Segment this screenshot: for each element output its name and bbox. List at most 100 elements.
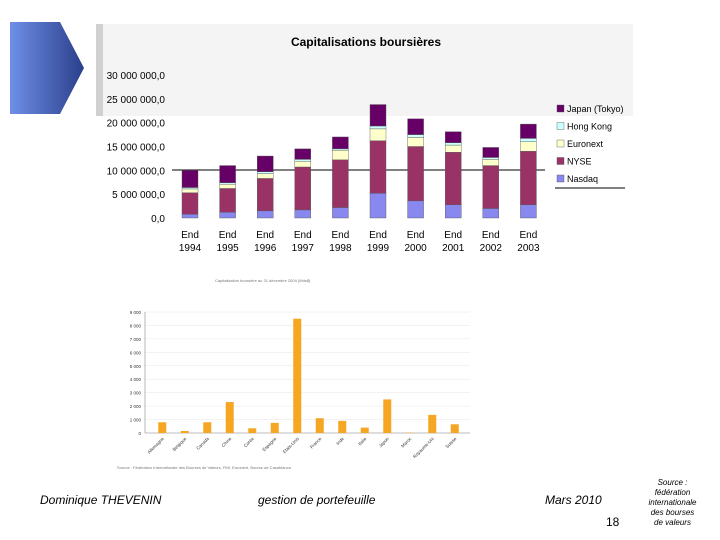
x-tick-label: Suisse [444,436,457,449]
x-tick-label: Inde [335,436,345,446]
source-note-line: des bourses [650,508,695,517]
x-tick-label: 2003 [517,243,540,254]
legend-swatch [556,139,565,148]
x-tick-label: 1998 [329,243,352,254]
bar-segment [181,192,199,215]
bar-segment [219,183,236,189]
bar-segment [332,148,349,151]
x-tick-label: Canada [195,436,210,451]
bar-segment [482,159,499,166]
y-tick-label: 5 000 [130,364,142,369]
legend-label: Hong Kong [567,122,612,132]
bar-segment [369,193,387,219]
bar-segment [181,170,199,188]
y-tick-label: 25 000 000,0 [107,95,166,106]
bar-segment [445,204,462,219]
bar [180,430,189,433]
bar-segment [482,157,499,160]
bar-segment [219,182,236,185]
source-note-line: fédération [654,488,691,497]
x-tick-label: End [294,230,312,241]
page-number: 18 [606,515,620,529]
bar-segment [482,165,499,209]
bar-segment [332,150,349,161]
x-tick-label: 2002 [480,243,503,254]
legend-swatch [556,104,565,113]
bar [158,422,167,433]
bar-segment [369,104,387,127]
bar-segment [369,125,387,130]
y-tick-label: 7 000 [130,337,142,342]
bar-segment [407,200,424,219]
x-tick-label: Japon [378,436,391,449]
y-tick-label: 30 000 000,0 [107,71,166,82]
x-tick-label: Royaume-Uni [412,436,435,459]
bar-segment [181,187,199,190]
x-tick-label: Espagne [261,436,277,452]
x-tick-label: 1995 [216,243,239,254]
bar [293,318,302,433]
chart2-source: Source : Fédération Internationale des B… [117,465,291,470]
footer-author: Dominique THEVENIN [40,493,162,507]
bar [360,427,369,433]
x-tick-label: End [444,230,462,241]
bar-segment [257,171,274,174]
y-tick-label: 15 000 000,0 [107,143,166,154]
bar-segment [520,123,537,139]
y-tick-label: 1 000 [130,418,142,423]
x-tick-label: 2001 [442,243,465,254]
legend-label: Japan (Tokyo) [567,104,624,114]
bar-segment [520,151,537,205]
x-tick-label: Chine [221,436,233,448]
chart2-caption: Capitalisation boursière au 31 décembre … [215,278,311,283]
y-tick-label: 20 000 000,0 [107,119,166,130]
bar-segment [482,147,499,158]
bar-segment [445,142,462,146]
x-tick-label: 1999 [367,243,390,254]
bar [315,418,324,433]
bar-segment [520,138,537,142]
y-tick-label: 8 000 [130,323,142,328]
bar-segment [445,152,462,205]
bar-segment [332,136,349,150]
legend-label: NYSE [567,157,592,167]
market-cap-2004-bar-chart: 9 000 8 000 7 000 6 000 5 000 4 000 3 000 2 000… [130,310,470,459]
x-tick-label: Allemagne [146,436,165,455]
bar-segment [219,188,236,213]
y-tick-label: 3 000 [130,391,142,396]
x-tick-label: 1996 [254,243,277,254]
legend-label: Nasdaq [567,174,598,184]
x-tick-label: End [181,230,199,241]
bar-segment [181,188,199,193]
bar [248,428,257,433]
chart1-frame-band [96,24,103,116]
bar-segment [407,137,424,147]
bar-segment [257,155,274,172]
bar-segment [407,146,424,202]
x-tick-label: France [309,436,323,450]
legend-label: Euronext [567,139,604,149]
bar-segment [445,131,462,143]
bar-segment [445,144,462,153]
bar [450,424,459,433]
bar-segment [332,159,349,208]
footer-subject: gestion de portefeuille [258,493,376,507]
y-tick-label: 5 000 000,0 [112,190,165,201]
bar-segment [520,204,537,219]
chart1-title: Capitalisations boursières [291,35,441,49]
source-note-line: Source : [657,478,688,487]
x-tick-label: 2000 [404,243,427,254]
x-tick-label: Maroc [400,436,413,449]
bar [338,420,347,433]
corner-decoration-shape [10,22,84,114]
bar-segment [294,209,311,219]
x-tick-label: End [219,230,237,241]
y-tick-label: 0,0 [151,214,165,225]
bar-segment [219,165,236,183]
bar-segment [294,148,311,160]
bar-segment [294,159,311,162]
x-tick-label: End [520,230,538,241]
x-tick-label: End [256,230,274,241]
y-tick-label: 10 000 000,0 [107,166,166,177]
bar-segment [257,173,274,179]
